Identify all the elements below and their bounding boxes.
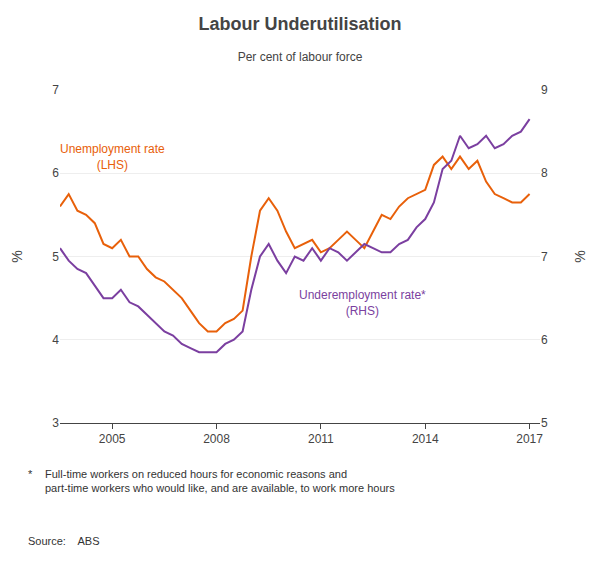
svg-text:5: 5 [52, 250, 59, 264]
svg-text:Unemployment rate(LHS): Unemployment rate(LHS) [60, 142, 165, 172]
svg-text:7: 7 [541, 250, 548, 264]
svg-text:4: 4 [52, 333, 59, 347]
svg-text:2008: 2008 [203, 432, 230, 446]
svg-text:7: 7 [52, 83, 59, 97]
svg-text:6: 6 [52, 166, 59, 180]
svg-text:2017: 2017 [516, 432, 543, 446]
svg-text:9: 9 [541, 83, 548, 97]
svg-text:6: 6 [541, 333, 548, 347]
svg-text:2014: 2014 [412, 432, 439, 446]
svg-text:Per cent of labour force: Per cent of labour force [238, 50, 363, 64]
svg-text:Full-time workers on reduced h: Full-time workers on reduced hours for e… [45, 468, 395, 494]
svg-text:5: 5 [541, 416, 548, 430]
svg-text:2005: 2005 [99, 432, 126, 446]
svg-text:Labour Underutilisation: Labour Underutilisation [198, 14, 401, 34]
svg-text:2011: 2011 [308, 432, 334, 446]
svg-text:8: 8 [541, 166, 548, 180]
svg-text:Source: ABS: Source: ABS [28, 535, 100, 547]
svg-text:3: 3 [52, 416, 59, 430]
svg-text:%: % [572, 250, 588, 262]
svg-text:Underemployment rate*(RHS): Underemployment rate*(RHS) [299, 288, 426, 318]
svg-text:%: % [9, 250, 25, 262]
svg-text:*: * [28, 468, 33, 480]
